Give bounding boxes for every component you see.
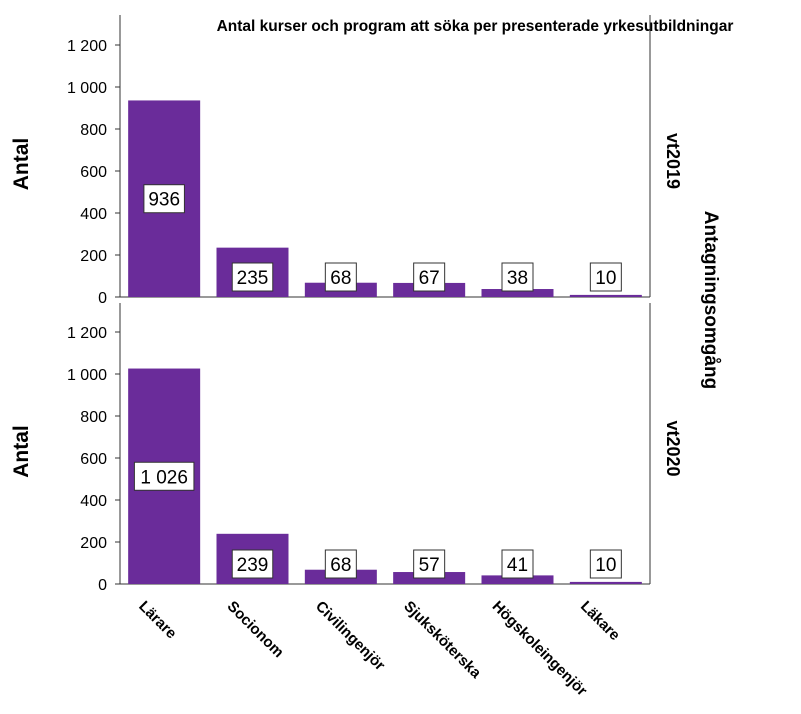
chart-title: Antal kurser och program att söka per pr… <box>217 18 734 35</box>
y-tick-label: 600 <box>80 451 107 468</box>
data-label: 235 <box>237 268 269 289</box>
facet-panel-label: vt2020 <box>663 420 683 476</box>
data-label: 68 <box>330 268 351 289</box>
bar <box>481 575 554 584</box>
data-label-box <box>231 549 274 579</box>
x-axis-category-labels: Lärare Socionom Civilingenjör Sjuksköterska… <box>135 598 623 700</box>
y-tick-label: 800 <box>80 409 107 426</box>
x-tick-label: Högskoleingenjör <box>489 598 591 700</box>
data-label: 239 <box>237 555 269 576</box>
data-label: 57 <box>419 555 440 576</box>
x-tick-label: Läkare <box>577 598 623 644</box>
data-label-box <box>413 549 446 579</box>
x-tick-label: Socionom <box>224 598 287 661</box>
y-tick-label: 200 <box>80 248 107 265</box>
data-label: 10 <box>595 268 616 289</box>
chart-panel-vt2019: 0 200 400 600 800 1 000 1 200 Antal vt2019 936 235… <box>10 15 683 307</box>
y-tick-label: 1 200 <box>67 325 107 342</box>
data-label: 10 <box>595 555 616 576</box>
data-label-box <box>324 262 357 292</box>
bar <box>481 289 554 297</box>
data-label-box <box>501 549 534 579</box>
x-tick-label: Lärare <box>135 598 179 642</box>
y-tick-label: 800 <box>80 122 107 139</box>
data-label: 67 <box>419 268 440 289</box>
chart-panels: 0 200 400 600 800 1 000 1 200 Antal vt2019 936 235… <box>10 15 683 594</box>
y-axis-label: Antal <box>10 138 33 191</box>
y-tick-label: 400 <box>80 493 107 510</box>
bar <box>569 294 642 297</box>
data-label: 41 <box>507 555 528 576</box>
x-tick-label: Sjuksköterska <box>400 598 484 682</box>
y-tick-label: 600 <box>80 164 107 181</box>
data-label-box <box>133 461 195 491</box>
y-axis-label: Antal <box>10 425 33 478</box>
data-label: 38 <box>507 268 528 289</box>
y-tick-label: 1 000 <box>67 80 107 97</box>
data-label: 936 <box>148 190 180 211</box>
y-tick-label: 1 200 <box>67 38 107 55</box>
bar <box>569 581 642 584</box>
x-tick-label: Civilingenjör <box>312 598 388 674</box>
data-label-box <box>501 262 534 292</box>
y-tick-label: 1 000 <box>67 367 107 384</box>
y-tick-label: 0 <box>98 577 107 594</box>
facet-panel-label: vt2019 <box>663 133 683 189</box>
data-label-box <box>589 549 622 579</box>
y-tick-label: 0 <box>98 290 107 307</box>
chart-panel-vt2020: 0 200 400 600 800 1 000 1 200 Antal vt2020 1 026 2… <box>10 303 683 594</box>
data-label: 1 026 <box>140 467 188 488</box>
data-label-box <box>231 262 274 292</box>
y-tick-label: 200 <box>80 535 107 552</box>
data-label-box <box>413 262 446 292</box>
data-label-box <box>589 262 622 292</box>
y-tick-label: 400 <box>80 206 107 223</box>
data-label: 68 <box>330 555 351 576</box>
data-label-box <box>143 184 185 214</box>
data-label-box <box>324 549 357 579</box>
facet-axis-label: Antagningsomgång <box>700 211 721 389</box>
